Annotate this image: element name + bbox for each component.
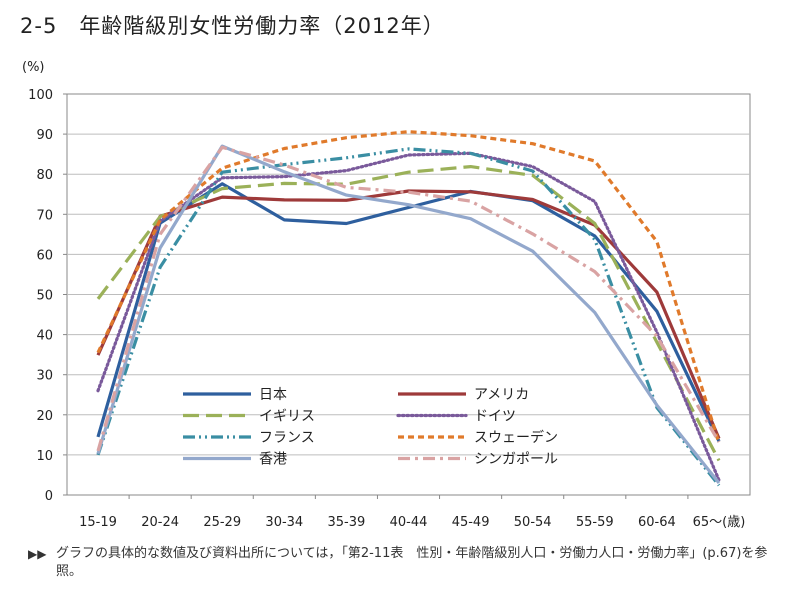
y-tick-label: 80 (36, 168, 53, 183)
footnote-text: グラフの具体的な数値及び資料出所については，「第2-11表 性別・年齢階級別人口… (56, 546, 768, 579)
x-tick-label: 35-39 (328, 515, 366, 530)
y-tick-label: 30 (36, 369, 53, 384)
series-line-ドイツ (96, 151, 721, 482)
x-tick-label: 55-59 (576, 515, 614, 530)
legend-label: イギリス (259, 409, 315, 425)
legend-label: シンガポール (474, 452, 558, 468)
gridlines (67, 133, 750, 456)
x-tick-label: 30-34 (265, 515, 303, 530)
series-line-香港 (96, 144, 721, 484)
y-tick-label: 50 (36, 289, 53, 304)
series-line-アメリカ (96, 189, 721, 440)
x-tick-label: 25-29 (203, 515, 241, 530)
legend-label: 香港 (259, 452, 287, 468)
series-line-シンガポール (96, 145, 721, 452)
page-title: 2-5 年齢階級別女性労働力率（2012年） (20, 10, 445, 40)
y-tick-label: 60 (36, 248, 53, 263)
x-tick-label: 15-19 (79, 515, 117, 530)
figure-title: 年齢階級別女性労働力率（2012年） (79, 14, 445, 38)
legend-label: 日本 (259, 387, 287, 403)
y-tick-label: 70 (36, 208, 53, 223)
y-tick-label: 40 (36, 329, 53, 344)
legend-label: アメリカ (474, 387, 529, 403)
series-lines (96, 130, 721, 487)
series-line-フランス (96, 147, 721, 487)
legend-label: スウェーデン (474, 429, 558, 446)
x-axis-ticks: 15-19 20-24 25-29 30-34 35-39 40-44 45-49 50-54… (79, 495, 745, 530)
y-tick-label: 10 (36, 449, 53, 464)
x-tick-label: 60-64 (638, 515, 676, 530)
legend-label: ドイツ (474, 409, 516, 425)
x-tick-label: 40-44 (390, 515, 428, 530)
y-tick-label: 0 (45, 489, 53, 504)
x-tick-label: 20-24 (141, 515, 179, 530)
y-tick-label: 20 (36, 409, 53, 424)
arrow-bullet-icon: ▶▶ (28, 547, 47, 561)
footnote: ▶▶ グラフの具体的な数値及び資料出所については，「第2-11表 性別・年齢階級… (28, 545, 790, 581)
y-tick-label: 90 (36, 128, 53, 143)
x-tick-label: 50-54 (514, 515, 552, 530)
series-line-スウェーデン (96, 130, 721, 444)
x-tick-label: 45-49 (452, 515, 490, 530)
legend-label: フランス (259, 430, 315, 446)
y-axis-unit-label: (%) (22, 60, 45, 75)
series-line-イギリス (96, 165, 721, 462)
figure-number: 2-5 (20, 14, 58, 38)
y-tick-label: 100 (28, 88, 53, 103)
x-tick-label: 65〜(歳) (693, 515, 746, 530)
y-axis-ticks: 0 10 20 30 40 50 60 70 80 90 100 (28, 88, 67, 504)
